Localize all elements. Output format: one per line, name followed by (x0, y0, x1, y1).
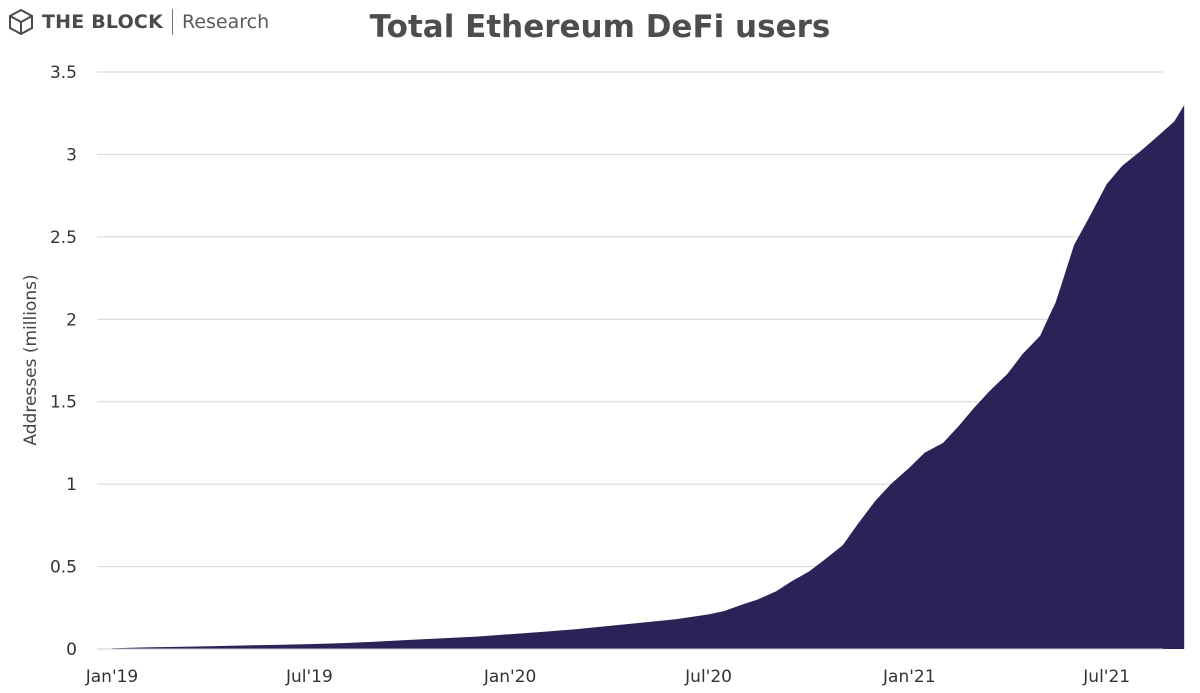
y-tick-label: 0.5 (50, 558, 77, 578)
series-area (112, 105, 1185, 649)
y-tick-label: 3 (66, 145, 77, 165)
x-axis-ticks: Jan'19 Jul'19 Jan'20 Jul'20 Jan'21 Jul'21 (85, 667, 1130, 687)
cube-icon (9, 8, 33, 36)
y-tick-label: 1 (66, 475, 77, 495)
brand-logo: THE BLOCK Research (8, 6, 269, 38)
x-tick-label: Jul'21 (1082, 667, 1130, 687)
x-tick-label: Jan'21 (882, 667, 936, 687)
y-tick-label: 2.5 (50, 228, 77, 248)
x-tick-label: Jan'19 (85, 667, 139, 687)
brand-name: THE BLOCK (42, 11, 163, 33)
x-tick-label: Jul'20 (684, 667, 732, 687)
y-tick-label: 1.5 (50, 393, 77, 413)
x-tick-label: Jan'20 (483, 667, 537, 687)
y-tick-label: 0 (66, 640, 77, 660)
brand-divider (172, 9, 173, 35)
y-axis-ticks: 0 0.5 1 1.5 2 2.5 3 3.5 (50, 63, 77, 660)
x-tick-label: Jul'19 (285, 667, 333, 687)
chart-title: Total Ethereum DeFi users (369, 9, 831, 45)
y-tick-label: 2 (66, 310, 77, 330)
y-axis-label: Addresses (millions) (21, 274, 41, 445)
brand-subtitle: Research (182, 11, 270, 33)
y-tick-label: 3.5 (50, 63, 77, 83)
